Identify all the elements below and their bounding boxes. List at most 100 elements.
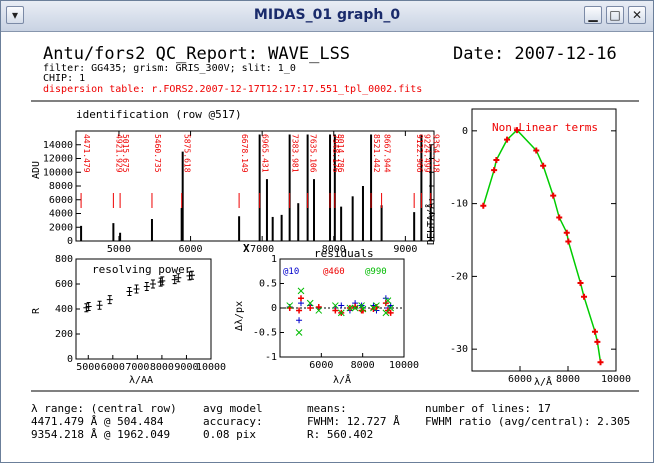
line-label: 7383.981 — [291, 134, 300, 173]
residual-point — [306, 299, 314, 307]
x-tick-label: 8000 — [322, 244, 346, 255]
r-value: R: 560.402 — [307, 428, 373, 441]
y-tick-label: -1 — [265, 352, 277, 363]
residuals-legend-entry: @990 — [365, 267, 387, 277]
y-tick-label: 400 — [55, 304, 73, 315]
nonlinear-point — [591, 328, 598, 335]
resolving-power-point — [149, 279, 156, 289]
accuracy-label: accuracy: — [203, 415, 263, 428]
identification-ylabel: ADU — [31, 161, 42, 179]
resolving-power-point — [133, 284, 140, 294]
nonlinear-point — [480, 202, 487, 209]
nonlinear-point — [581, 293, 588, 300]
y-tick-label: 0.5 — [259, 279, 277, 290]
window-menu-button[interactable]: ▾ — [6, 6, 24, 24]
line-label: 8521.442 — [372, 134, 381, 173]
minimize-icon: ▁ — [588, 8, 598, 22]
report-date: Date: 2007-12-16 — [453, 44, 617, 64]
residual-point — [297, 287, 305, 295]
close-button[interactable]: ✕ — [628, 6, 646, 24]
line-label: 9122.966 — [415, 134, 424, 173]
line-label: 4921.929 — [114, 134, 123, 173]
y-tick-label: 800 — [55, 254, 73, 265]
resolving-power-chart: resolving power λ/AA R 5000 6000 7000 8000 9… — [31, 254, 226, 386]
nlines-value: number of lines: 17 — [425, 402, 551, 415]
nonlinear-xlabel: λ/Å — [534, 375, 552, 388]
x-tick-label: 10000 — [389, 360, 419, 371]
report-svg: Antu/fors2 QC_Report: WAVE_LSS Date: 200… — [31, 44, 639, 441]
nonlinear-point — [504, 136, 511, 143]
y-tick-label: 600 — [55, 279, 73, 290]
residual-point — [331, 302, 339, 309]
x-tick-label: 8000 — [351, 360, 375, 371]
nonlinear-frame — [471, 108, 617, 372]
y-tick-label: 0 — [462, 126, 468, 137]
residual-point — [337, 309, 345, 317]
residual-point — [307, 305, 314, 311]
maximize-icon: □ — [609, 8, 621, 22]
line-label: 7635.106 — [309, 134, 318, 173]
line-label: 8014.786 — [336, 134, 345, 173]
nonlinear-point — [533, 147, 540, 154]
y-tick-label: 200 — [55, 329, 73, 340]
residual-point — [332, 307, 339, 314]
x-tick-label: 7000 — [125, 362, 149, 373]
resolving-power-point — [171, 275, 178, 285]
residual-point — [387, 309, 394, 316]
resolving-power-point — [175, 273, 182, 283]
y-tick-label: 0 — [271, 303, 277, 314]
residuals-ylabel: Δλ/px — [234, 301, 245, 331]
resolving-power-point — [106, 295, 113, 305]
identification-title: identification (row @517) — [76, 108, 242, 121]
nonlinear-point — [597, 359, 604, 366]
resolving-power-point — [83, 303, 90, 313]
range-title: λ range: (central row) — [31, 402, 177, 415]
window-title: MIDAS_01 graph_0 — [253, 7, 401, 23]
residuals-legend-entry: @10 — [283, 267, 299, 277]
x-tick-label: 10000 — [601, 374, 631, 385]
chip-line: CHIP: 1 — [43, 73, 85, 84]
nonlinear-point — [556, 214, 563, 221]
resolving-power-title: resolving power — [92, 263, 192, 276]
x-tick-label: 6000 — [508, 374, 532, 385]
line-label: 5875.618 — [183, 134, 192, 173]
resolving-power-point — [85, 302, 92, 311]
line-label: 9224.499 — [422, 134, 431, 173]
y-tick-label: 14000 — [43, 140, 73, 151]
nonlinear-title: Non-Linear terms — [492, 121, 598, 134]
title-bar[interactable]: ▾ MIDAS_01 graph_0 ▁ □ ✕ — [1, 1, 653, 32]
y-tick-label: -30 — [450, 344, 468, 355]
y-tick-label: 2000 — [49, 222, 73, 233]
residuals-title: residuals — [314, 247, 374, 260]
y-tick-label: 0 — [67, 236, 73, 247]
residual-point — [351, 304, 359, 312]
residual-point — [315, 304, 322, 311]
nonlinear-point — [514, 127, 521, 134]
nonlinear-point — [550, 192, 557, 199]
y-tick-label: 1 — [271, 254, 277, 265]
setup-line: filter: GG435; grism: GRIS_300V; slit: 1… — [43, 63, 296, 74]
nonlinear-chart: Non-Linear terms λ/Å DELTA/Å 6000 8000 100… — [424, 108, 631, 388]
residual-point — [296, 317, 303, 324]
dispersion-line: dispersion table: r.FORS2.2007-12-17T12:… — [43, 84, 422, 95]
residual-point — [338, 302, 345, 309]
resolving-power-point — [188, 270, 195, 280]
y-tick-label: -20 — [450, 271, 468, 282]
range-line1: 4471.479 Å @ 504.484 — [31, 415, 164, 428]
fwhm-value: FWHM: 12.727 Å — [307, 415, 400, 428]
maximize-button[interactable]: □ — [606, 6, 624, 24]
minimize-button[interactable]: ▁ — [584, 6, 602, 24]
residuals-chart: residuals λ/Å Δλ/px 6000 8000 10000 -1 -0.5 0… — [234, 247, 419, 386]
fwhm-ratio-value: FWHM ratio (avg/central): 2.305 — [425, 415, 630, 428]
x-tick-label: 6000 — [309, 360, 333, 371]
resolving-power-point — [157, 277, 164, 287]
nonlinear-point — [493, 156, 500, 163]
line-label: 5015.675 — [121, 134, 130, 173]
residual-point — [346, 304, 354, 312]
resolving-power-point — [186, 271, 193, 281]
report-title: Antu/fors2 QC_Report: WAVE_LSS — [43, 44, 350, 64]
line-label: 4471.479 — [82, 134, 91, 173]
resolving-power-xlabel: λ/AA — [129, 375, 153, 386]
range-line2: 9354.218 Å @ 1962.049 — [31, 428, 170, 441]
